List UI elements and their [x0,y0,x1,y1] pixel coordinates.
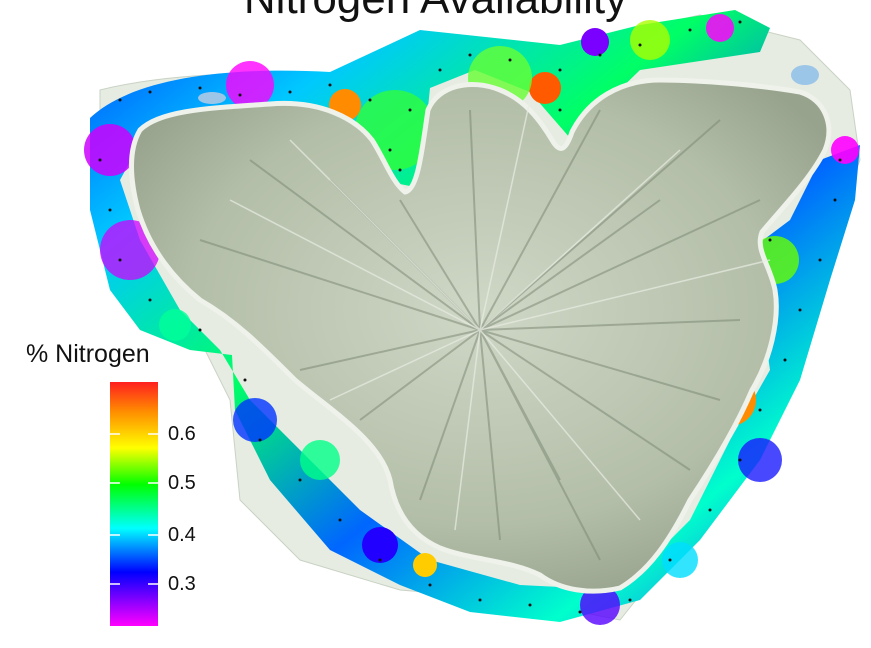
map-title: Nitrogen Availability [0,0,871,24]
nitrogen-band [90,10,860,622]
terrain-valleys [229,99,771,531]
legend-title: % Nitrogen [26,340,150,368]
legend-tick-label: 0.6 [168,423,196,445]
legend-tick-label: 0.5 [168,472,196,494]
lake-east [791,65,819,85]
legend-tick-label: 0.3 [168,573,196,595]
lake-west [198,92,226,104]
legend-colorbar [110,382,158,626]
terrain-ridges [199,109,761,561]
sample-points [98,20,842,614]
legend-tick-label: 0.4 [168,524,196,546]
